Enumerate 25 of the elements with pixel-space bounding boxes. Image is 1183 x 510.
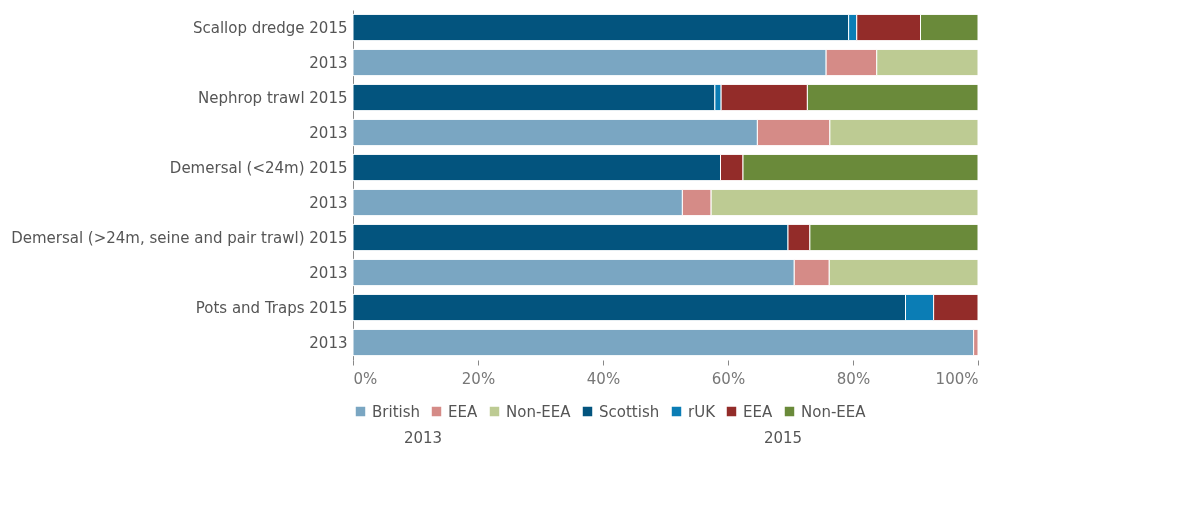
legend-label: EEA [743,402,773,421]
legend-label: Scottish [599,402,660,421]
y-tick-label: Pots and Traps 2015 [195,298,348,317]
x-tick-label: 20% [461,369,496,388]
legend-label: EEA [448,402,478,421]
x-tick-label: 100% [935,369,979,388]
y-tick-label: Nephrop trawl 2015 [198,88,348,107]
y-tick-label: Scallop dredge 2015 [192,18,348,37]
x-tick-label: 60% [711,369,746,388]
text: 2015 [763,429,803,447]
legend-label: Non-EEA [506,402,572,421]
y-tick-label: Demersal (<24m) 2015 [169,158,348,177]
y-tick-label: 2013 [309,53,348,72]
y-tick-label: 2013 [309,193,348,212]
legend-label: British [372,402,420,421]
y-tick-label: Demersal (>24m, seine and pair trawl) 2015 [11,228,348,247]
y-tick-label: 2013 [309,123,348,142]
y-tick-label: 2013 [309,263,348,282]
x-tick-label: 0% [353,369,378,388]
y-tick-label: 2013 [309,333,348,352]
legend-label: Non-EEA [801,402,867,421]
x-tick-label: 80% [836,369,871,388]
x-tick-label: 40% [586,369,621,388]
text: 2013 [403,429,443,447]
legend-label: rUK [688,402,717,421]
